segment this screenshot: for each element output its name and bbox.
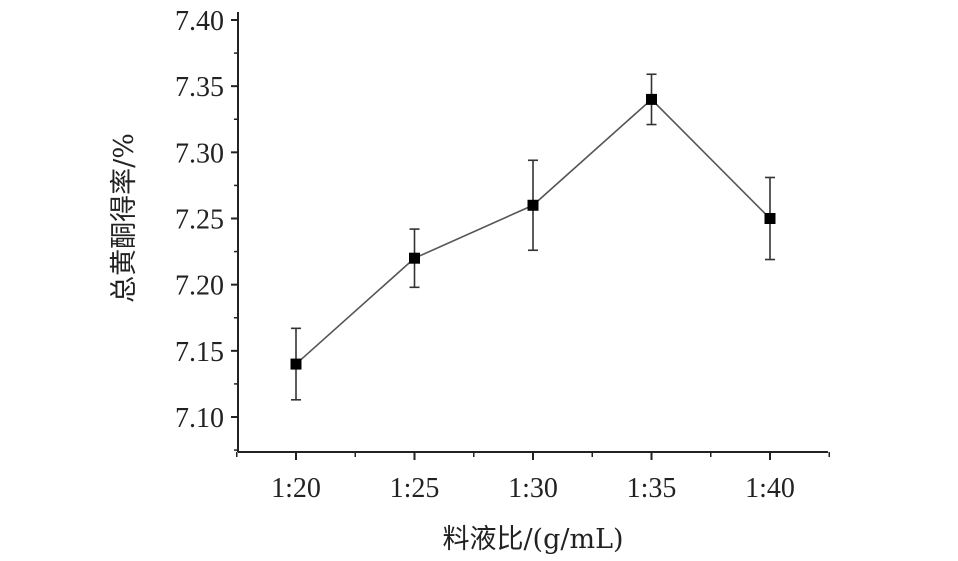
x-tick-label: 1:30 [508, 473, 558, 504]
data-point-marker [764, 213, 776, 224]
y-tick-label: 7.15 [175, 337, 224, 368]
y-tick-label: 7.20 [175, 271, 224, 302]
data-point-marker [409, 252, 420, 264]
data-point-marker [527, 199, 539, 211]
y-axis-title: 总黄酮得率/% [109, 133, 140, 303]
data-point-marker [290, 358, 302, 370]
x-tick-label: 1:25 [390, 473, 440, 504]
x-tick-label: 1:35 [627, 473, 677, 504]
y-tick-label: 7.35 [175, 72, 224, 103]
y-tick-label: 7.25 [175, 205, 224, 236]
x-axis-title: 料液比/(g/mL) [442, 524, 623, 555]
x-tick-label: 1:40 [745, 473, 795, 504]
data-point-marker [646, 93, 657, 105]
y-tick-label: 7.30 [175, 138, 224, 169]
x-tick-label: 1:20 [271, 473, 321, 504]
y-tick-label: 7.10 [175, 403, 224, 434]
y-axis-ticks: 7.10 7.15 7.20 7.25 7.30 7.35 7.40 [175, 6, 238, 451]
y-tick-label: 7.40 [175, 6, 224, 37]
series-layer [290, 73, 776, 401]
x-axis-ticks: 1:20 1:25 1:30 1:35 1:40 [236, 452, 830, 504]
